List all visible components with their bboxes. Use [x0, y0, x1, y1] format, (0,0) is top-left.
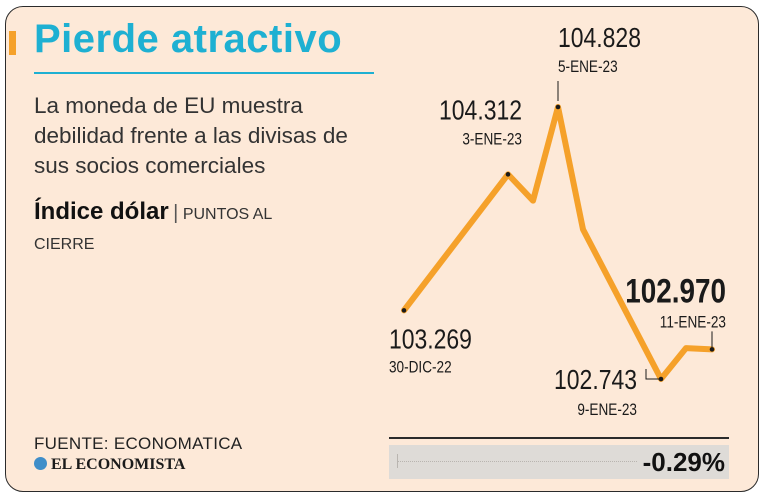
data-label-date: 11-ENE-23	[660, 313, 726, 332]
data-label-value: 104.828	[558, 23, 641, 54]
metric-separator: |	[173, 202, 179, 224]
data-point-marker	[505, 172, 511, 177]
change-divider	[389, 437, 729, 439]
data-label-value: 104.312	[439, 95, 522, 126]
page-title: Pierde atractivo	[34, 17, 343, 61]
data-label-date: 3-ENE-23	[462, 130, 522, 149]
publisher-name: EL ECONOMISTA	[51, 456, 186, 473]
data-label-value: 102.970	[625, 272, 726, 310]
change-box: -0.29%	[389, 445, 729, 479]
infographic-card: Pierde atractivo La moneda de EU muestra…	[5, 6, 759, 492]
globe-icon	[34, 457, 47, 470]
change-value: -0.29%	[642, 447, 725, 477]
data-label-value: 103.269	[389, 324, 472, 355]
line-chart: 103.269 30-DIC-22 104.312 3-ENE-23 104.828 5-…	[389, 23, 726, 420]
leader-line	[645, 369, 661, 380]
data-point-marker	[555, 104, 561, 110]
subtitle: La moneda de EU muestra debilidad frente…	[34, 93, 348, 178]
metric-label: Índice dólar | PUNTOS AL CIERRE	[34, 197, 334, 260]
source-note: FUENTE: ECONOMATICA	[34, 434, 243, 453]
data-point-marker	[709, 347, 715, 352]
data-label-date: 5-ENE-23	[558, 58, 618, 77]
data-label-date: 9-ENE-23	[577, 401, 637, 420]
title-underline	[34, 72, 374, 74]
series-line	[401, 104, 715, 382]
data-point-marker	[401, 308, 407, 313]
data-label-date: 30-DIC-22	[389, 358, 452, 377]
data-label-value: 102.743	[554, 365, 637, 396]
metric-unit: PUNTOS AL CIERRE	[34, 206, 272, 253]
change-track	[397, 461, 637, 462]
metric-name: Índice dólar	[34, 198, 169, 225]
accent-bar	[9, 31, 16, 55]
publisher-logo: EL ECONOMISTA	[34, 456, 185, 474]
